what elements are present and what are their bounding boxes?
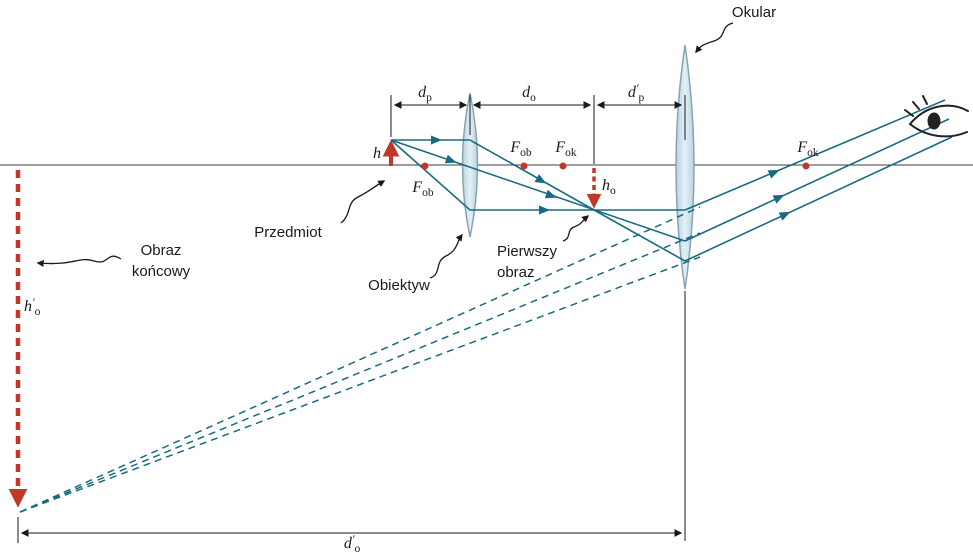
- word-labels: Okular Przedmiot Obiektyw Pierwszy obraz…: [132, 4, 776, 294]
- label-f-ok-middle: Fok: [554, 139, 577, 159]
- eye-lash: [904, 109, 914, 117]
- label-h: h: [373, 145, 381, 162]
- label-d-o-prime: d′o: [344, 532, 361, 554]
- label-f-ob-right-sub: ob: [520, 147, 532, 159]
- focal-points: [421, 162, 810, 170]
- eye-upper-lid: [909, 104, 969, 125]
- ray-focal: [390, 139, 685, 211]
- label-pierwszy-obraz-line2: obraz: [497, 264, 535, 281]
- label-f-ob-left-base: F: [411, 179, 422, 196]
- label-f-ok-middle-sub: ok: [565, 147, 577, 159]
- eye-icon: [904, 95, 969, 138]
- label-d-o-base: d: [522, 84, 531, 101]
- ray-arrowhead: [534, 174, 547, 184]
- ray-exit-top: [684, 99, 946, 211]
- label-f-ob-right: Fob: [509, 139, 532, 159]
- label-d-p-prime-mark: ′: [636, 81, 639, 95]
- eyepiece-lens: [675, 44, 695, 290]
- focal-point-dot: [802, 162, 810, 170]
- ray-arrowhead: [539, 205, 550, 215]
- label-f-ok-right-sub: ok: [807, 147, 819, 159]
- label-h-o-prime-sub: o: [35, 306, 41, 318]
- obiektyw-pointer: [429, 233, 463, 279]
- label-okular: Okular: [732, 4, 776, 21]
- top-dimension-ticks: [390, 95, 686, 164]
- eye-lower-lid: [909, 123, 968, 138]
- label-d-o: do: [522, 84, 536, 104]
- eye-lash: [922, 95, 928, 105]
- label-h-o-prime-base: h: [24, 298, 32, 315]
- ray-arrowhead: [431, 135, 442, 145]
- focal-point-dot: [520, 162, 528, 170]
- ray-parallel: [391, 139, 686, 262]
- obraz-koncowy-pointer: [36, 255, 122, 268]
- virtual-ray-bottom: [19, 256, 701, 513]
- ray-exit-bottom: [684, 136, 953, 262]
- label-f-ob-left: Fob: [411, 179, 434, 199]
- ray-arrowhead: [778, 211, 791, 221]
- focal-point-dot: [421, 162, 429, 170]
- label-f-ok-right: Fok: [796, 139, 819, 159]
- label-obraz-koncowy-line2: końcowy: [132, 263, 191, 280]
- label-pierwszy-obraz-line1: Pierwszy: [497, 243, 558, 260]
- ray-arrowhead: [544, 189, 557, 199]
- label-przedmiot: Przedmiot: [254, 224, 322, 241]
- ray-arrowhead: [444, 154, 457, 164]
- label-d-o-prime-mark: ′: [352, 532, 355, 546]
- eye-lash: [912, 101, 920, 110]
- przedmiot-pointer: [340, 180, 386, 224]
- label-d-p-prime-sub: p: [638, 92, 644, 104]
- label-d-o-sub: o: [530, 92, 536, 104]
- label-d-o-prime-base: d: [344, 535, 353, 552]
- label-h-o-prime: h′o: [24, 295, 41, 318]
- label-h-o-sub: o: [610, 185, 616, 197]
- label-f-ok-middle-base: F: [554, 139, 565, 156]
- label-h-o-prime-mark: ′: [32, 295, 35, 309]
- eye-pupil: [927, 112, 941, 130]
- ray-arrowhead: [767, 170, 780, 179]
- focal-point-dot: [559, 162, 567, 170]
- label-d-p-prime-base: d: [628, 84, 637, 101]
- ray-exit-middle: [684, 118, 950, 242]
- label-obraz-koncowy-line1: Obraz: [141, 242, 182, 259]
- objective-lens-group: [461, 92, 479, 238]
- rays: [390, 99, 953, 262]
- label-h-o-base: h: [602, 177, 610, 194]
- label-d-p: dp: [418, 84, 432, 104]
- math-labels: h ho h′o dp do d′p d′o Fob Fob Fok: [24, 81, 819, 554]
- objective-lens: [461, 92, 479, 238]
- ray-arrowhead: [772, 194, 785, 204]
- label-obiektyw: Obiektyw: [368, 277, 430, 294]
- label-f-ok-right-base: F: [796, 139, 807, 156]
- label-d-o-prime-sub: o: [354, 543, 360, 554]
- ray-central: [390, 139, 686, 242]
- virtual-ray-top: [19, 206, 701, 513]
- label-f-ob-right-base: F: [509, 139, 520, 156]
- eyepiece-lens-group: [675, 44, 695, 290]
- virtual-rays: [19, 206, 701, 513]
- label-d-p-base: d: [418, 84, 427, 101]
- bottom-dimension: [17, 291, 686, 543]
- okular-pointer: [695, 22, 734, 54]
- pointer-arrows: [36, 22, 734, 279]
- label-d-p-prime: d′p: [628, 81, 645, 104]
- virtual-ray-middle: [19, 232, 701, 513]
- label-f-ob-left-sub: ob: [422, 187, 434, 199]
- label-h-o: ho: [602, 177, 616, 197]
- label-d-p-sub: p: [426, 92, 432, 104]
- pierwszy-obraz-pointer: [562, 215, 590, 242]
